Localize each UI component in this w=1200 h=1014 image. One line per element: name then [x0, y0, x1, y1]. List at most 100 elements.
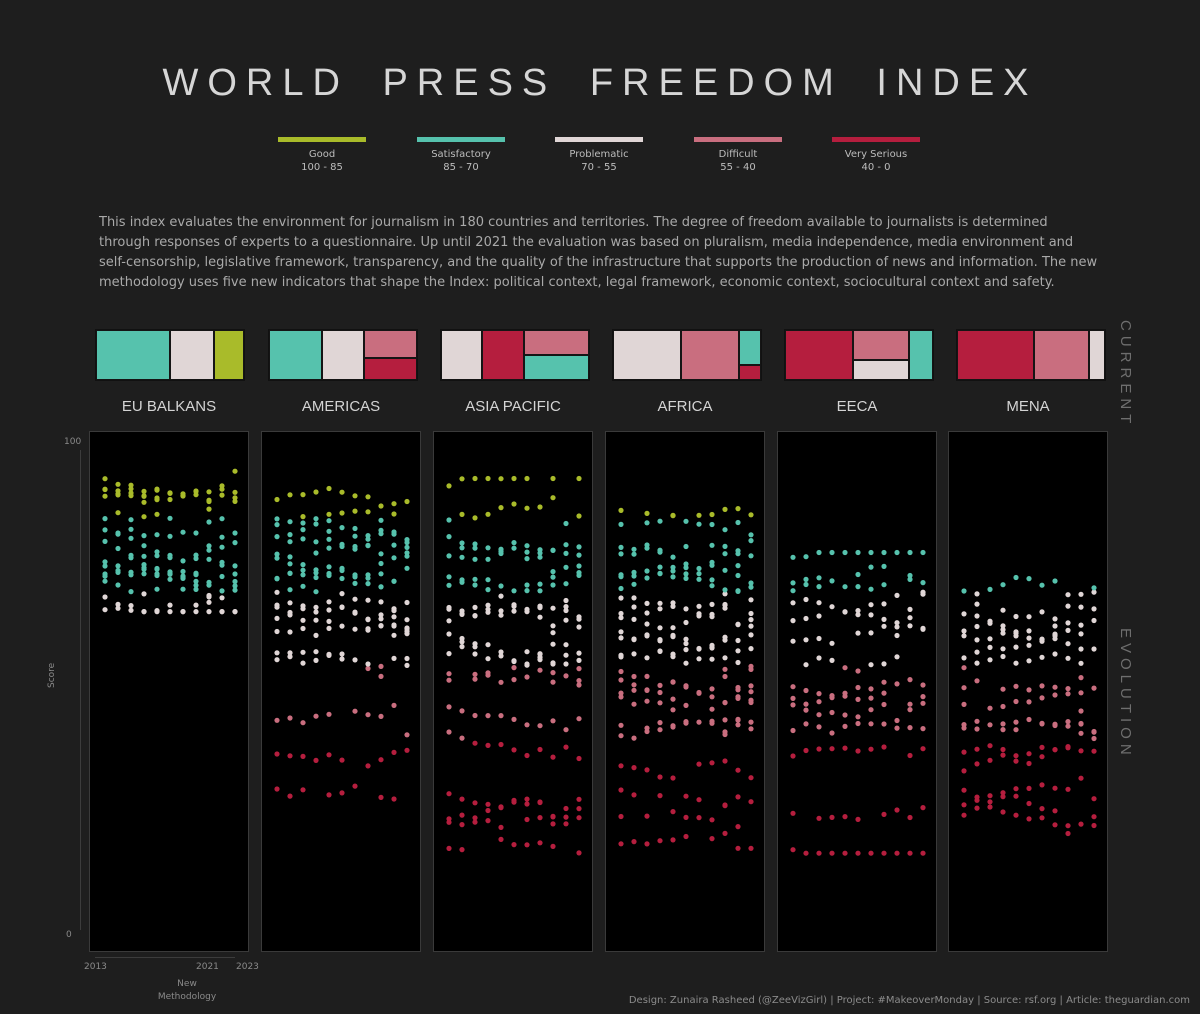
- country-dot[interactable]: [987, 799, 993, 805]
- country-dot[interactable]: [1078, 646, 1084, 652]
- country-dot[interactable]: [1000, 630, 1006, 636]
- country-dot[interactable]: [1026, 760, 1032, 767]
- country-dot[interactable]: [1091, 585, 1097, 591]
- country-dot[interactable]: [748, 580, 754, 586]
- country-dot[interactable]: [300, 617, 306, 623]
- country-dot[interactable]: [498, 653, 504, 659]
- country-dot[interactable]: [974, 746, 980, 752]
- country-dot[interactable]: [894, 592, 900, 598]
- country-dot[interactable]: [339, 565, 345, 571]
- country-dot[interactable]: [563, 673, 569, 679]
- country-dot[interactable]: [657, 570, 663, 576]
- country-dot[interactable]: [287, 793, 293, 799]
- country-dot[interactable]: [498, 583, 504, 589]
- country-dot[interactable]: [696, 645, 702, 652]
- country-dot[interactable]: [141, 565, 147, 571]
- country-dot[interactable]: [631, 651, 637, 657]
- country-dot[interactable]: [1091, 814, 1097, 820]
- treemap-eu-balkans[interactable]: [95, 329, 245, 381]
- country-dot[interactable]: [563, 642, 569, 648]
- country-dot[interactable]: [313, 589, 319, 595]
- country-dot[interactable]: [618, 635, 624, 641]
- country-dot[interactable]: [907, 707, 913, 713]
- country-dot[interactable]: [404, 544, 410, 550]
- country-dot[interactable]: [683, 619, 689, 626]
- country-dot[interactable]: [326, 752, 332, 758]
- country-dot[interactable]: [537, 799, 543, 806]
- country-dot[interactable]: [881, 701, 887, 708]
- country-dot[interactable]: [550, 661, 556, 667]
- country-dot[interactable]: [1013, 629, 1019, 635]
- country-dot[interactable]: [472, 613, 478, 619]
- country-dot[interactable]: [498, 679, 504, 685]
- country-dot[interactable]: [459, 708, 465, 714]
- country-dot[interactable]: [735, 572, 741, 579]
- country-dot[interactable]: [446, 574, 452, 580]
- country-dot[interactable]: [563, 617, 569, 623]
- country-dot[interactable]: [868, 564, 874, 570]
- country-dot[interactable]: [300, 649, 306, 655]
- country-dot[interactable]: [735, 845, 741, 851]
- country-dot[interactable]: [154, 553, 160, 559]
- country-dot[interactable]: [961, 725, 967, 731]
- country-dot[interactable]: [1078, 821, 1084, 827]
- country-dot[interactable]: [816, 635, 822, 642]
- country-dot[interactable]: [1052, 721, 1058, 727]
- country-dot[interactable]: [1065, 719, 1071, 725]
- country-dot[interactable]: [391, 531, 397, 537]
- country-dot[interactable]: [128, 572, 134, 578]
- country-dot[interactable]: [709, 542, 715, 548]
- country-dot[interactable]: [748, 512, 754, 518]
- country-dot[interactable]: [576, 806, 582, 812]
- country-dot[interactable]: [961, 588, 967, 594]
- country-dot[interactable]: [657, 638, 663, 644]
- country-dot[interactable]: [537, 605, 543, 611]
- country-dot[interactable]: [709, 562, 715, 568]
- country-dot[interactable]: [206, 582, 212, 588]
- country-dot[interactable]: [300, 625, 306, 632]
- country-dot[interactable]: [472, 576, 478, 582]
- country-dot[interactable]: [855, 668, 861, 674]
- country-dot[interactable]: [206, 599, 212, 605]
- country-dot[interactable]: [748, 726, 754, 732]
- country-dot[interactable]: [352, 580, 358, 586]
- country-dot[interactable]: [1000, 627, 1006, 633]
- country-dot[interactable]: [524, 543, 530, 549]
- country-dot[interactable]: [576, 815, 582, 821]
- country-dot[interactable]: [459, 554, 465, 560]
- country-dot[interactable]: [459, 796, 465, 802]
- country-dot[interactable]: [670, 837, 676, 843]
- country-dot[interactable]: [326, 792, 332, 798]
- country-dot[interactable]: [657, 518, 663, 524]
- country-dot[interactable]: [1052, 631, 1058, 637]
- country-dot[interactable]: [735, 648, 741, 654]
- country-dot[interactable]: [722, 591, 728, 597]
- country-dot[interactable]: [365, 712, 371, 718]
- country-dot[interactable]: [313, 617, 319, 623]
- country-dot[interactable]: [352, 657, 358, 663]
- country-dot[interactable]: [446, 677, 452, 683]
- country-dot[interactable]: [1091, 822, 1097, 829]
- country-dot[interactable]: [696, 603, 702, 609]
- country-dot[interactable]: [485, 602, 491, 608]
- country-dot[interactable]: [803, 850, 809, 856]
- treemap-cell-difficult[interactable]: [681, 330, 739, 380]
- country-dot[interactable]: [219, 609, 225, 615]
- country-dot[interactable]: [339, 651, 345, 657]
- country-dot[interactable]: [683, 565, 689, 571]
- country-dot[interactable]: [618, 610, 624, 617]
- country-dot[interactable]: [300, 583, 306, 589]
- country-dot[interactable]: [722, 587, 728, 593]
- country-dot[interactable]: [1078, 720, 1084, 727]
- country-dot[interactable]: [829, 730, 835, 736]
- country-dot[interactable]: [524, 649, 530, 655]
- country-dot[interactable]: [644, 698, 650, 704]
- country-dot[interactable]: [511, 677, 517, 683]
- country-dot[interactable]: [274, 534, 280, 540]
- country-dot[interactable]: [498, 550, 504, 557]
- country-dot[interactable]: [735, 824, 741, 830]
- country-dot[interactable]: [313, 574, 319, 581]
- country-dot[interactable]: [1052, 692, 1058, 698]
- country-dot[interactable]: [576, 544, 582, 550]
- country-dot[interactable]: [735, 637, 741, 644]
